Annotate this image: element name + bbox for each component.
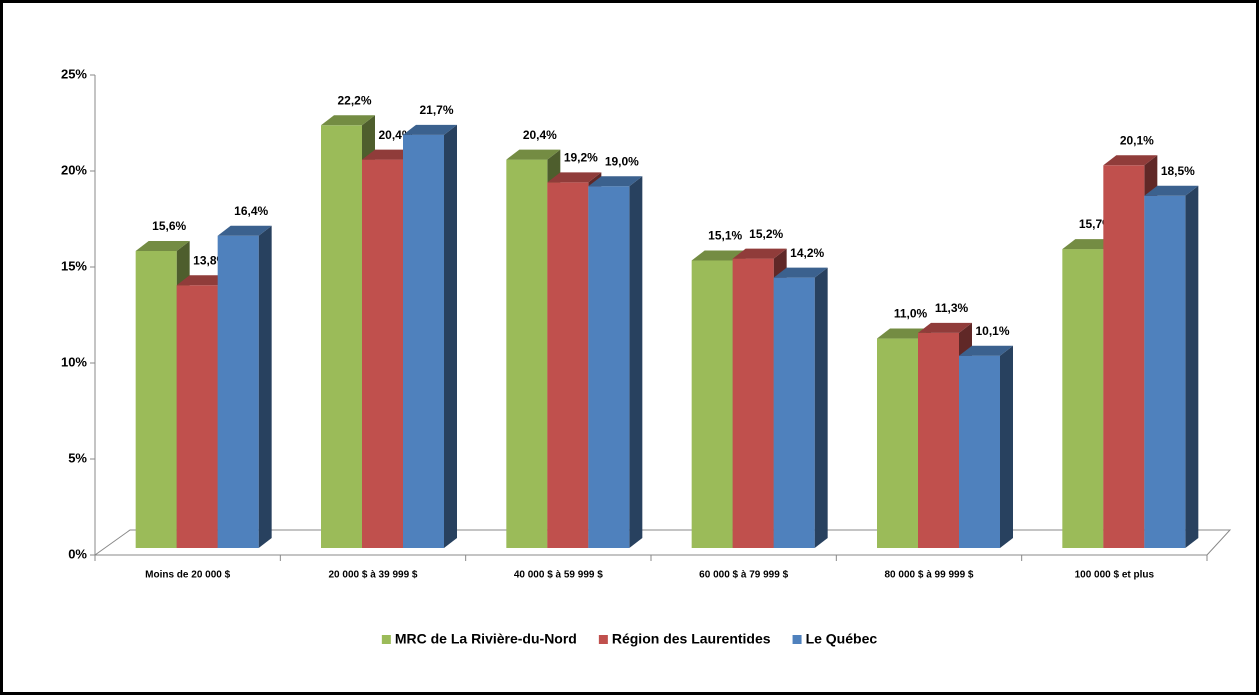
y-tick-label: 5% <box>68 450 87 465</box>
y-tick-label: 0% <box>68 546 87 561</box>
bar-top <box>588 176 643 187</box>
legend-swatch <box>381 635 391 644</box>
y-tick-label: 15% <box>61 258 87 273</box>
value-label: 20,4% <box>523 128 557 142</box>
bar-side <box>1000 345 1013 548</box>
bar-side <box>258 225 272 548</box>
legend-label: Région des Laurentides <box>612 631 771 647</box>
value-label: 14,2% <box>790 246 824 260</box>
x-tick-label: 40 000 $ à 59 999 $ <box>514 570 603 581</box>
bar-top <box>135 240 190 251</box>
bar-top <box>506 149 561 160</box>
y-tick-label: 20% <box>61 162 87 177</box>
value-label: 16,4% <box>234 204 268 218</box>
y-tick-label: 25% <box>61 66 87 81</box>
value-label: 11,3% <box>935 301 969 315</box>
bar <box>135 250 177 548</box>
bar-side <box>629 176 643 549</box>
bar <box>362 159 403 549</box>
bar-top <box>773 267 828 278</box>
bar-side <box>444 124 457 548</box>
bar <box>1144 195 1186 548</box>
bar <box>773 277 815 548</box>
value-label: 11,0% <box>894 307 928 321</box>
bar-top <box>321 115 375 126</box>
bar-top <box>877 328 931 339</box>
bar-top <box>176 275 231 286</box>
bar <box>217 235 259 548</box>
bar <box>321 125 362 548</box>
x-tick-label: 80 000 $ à 99 999 $ <box>885 570 974 581</box>
value-label: 20,1% <box>1120 133 1154 147</box>
bar <box>918 332 959 548</box>
bar <box>506 159 548 549</box>
x-tick-label: 100 000 $ et plus <box>1075 570 1155 581</box>
bar <box>547 182 589 548</box>
bar <box>877 338 918 548</box>
legend-swatch <box>792 635 802 644</box>
bar-top <box>403 124 457 135</box>
bar-top <box>1144 185 1199 196</box>
bar <box>588 186 630 549</box>
bar-top <box>918 322 972 333</box>
bar <box>1103 165 1145 548</box>
legend-label: Le Québec <box>806 631 878 647</box>
value-label: 15,6% <box>152 219 186 233</box>
value-label: 10,1% <box>975 324 1009 338</box>
bar <box>959 355 1000 548</box>
value-label: 15,1% <box>708 229 742 243</box>
value-label: 19,2% <box>564 151 598 165</box>
bar-side <box>1185 185 1199 548</box>
x-tick-label: 60 000 $ à 79 999 $ <box>699 570 788 581</box>
y-tick-label: 10% <box>61 354 87 369</box>
bar <box>176 285 218 548</box>
bar-top <box>217 225 272 236</box>
value-label: 19,0% <box>605 154 639 168</box>
bar-top <box>691 250 746 261</box>
bar <box>732 258 774 548</box>
legend-label: MRC de La Rivière-du-Nord <box>395 631 577 647</box>
x-tick-label: Moins de 20 000 $ <box>145 570 230 581</box>
bar-top <box>547 172 602 183</box>
value-label: 18,5% <box>1161 164 1195 178</box>
bar-top <box>1062 239 1117 250</box>
bar-side <box>814 267 828 548</box>
bar-top <box>732 248 787 259</box>
bar-top <box>1103 155 1158 166</box>
bar <box>403 134 444 548</box>
legend-swatch <box>598 635 608 644</box>
bar-top <box>362 149 416 160</box>
value-label: 15,2% <box>749 227 783 241</box>
value-label: 21,7% <box>419 103 453 117</box>
value-label: 22,2% <box>337 93 371 107</box>
x-tick-label: 20 000 $ à 39 999 $ <box>329 570 418 581</box>
bar <box>1062 249 1104 548</box>
bar <box>691 260 733 548</box>
bar-top <box>959 345 1013 356</box>
